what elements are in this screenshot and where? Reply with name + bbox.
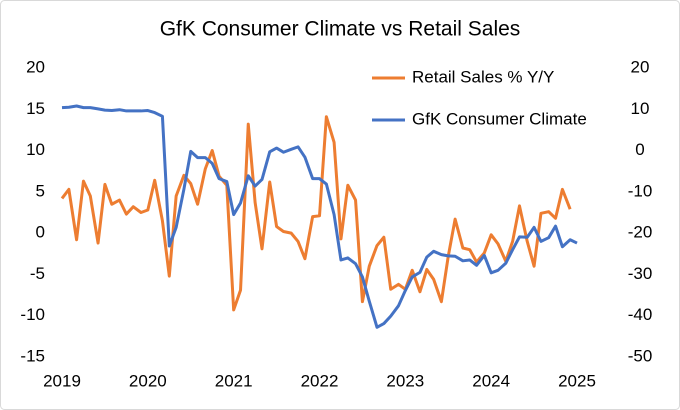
x-tick-label: 2019 [43, 371, 81, 390]
x-tick-label: 2020 [129, 371, 167, 390]
y2-tick-label: -40 [628, 305, 653, 324]
x-tick-label: 2025 [558, 371, 596, 390]
y-tick-label: 20 [26, 57, 45, 76]
y-tick-label: -5 [30, 264, 45, 283]
y2-tick-label: 20 [631, 57, 650, 76]
x-tick-label: 2021 [215, 371, 253, 390]
y-tick-label: -10 [20, 305, 45, 324]
y2-tick-label: 0 [635, 140, 644, 159]
x-tick-label: 2022 [301, 371, 339, 390]
y-tick-label: 10 [26, 140, 45, 159]
y-tick-label: 0 [36, 223, 45, 242]
y-tick-label: -15 [20, 346, 45, 365]
y2-tick-label: -30 [628, 264, 653, 283]
chart-title: GfK Consumer Climate vs Retail Sales [160, 18, 521, 41]
y-tick-label: 15 [26, 99, 45, 118]
x-tick-label: 2024 [472, 371, 510, 390]
series-line [61, 104, 578, 329]
y-tick-label: 5 [36, 181, 45, 200]
series-line [60, 115, 572, 312]
y2-tick-label: -50 [628, 346, 653, 365]
y2-tick-label: -10 [628, 181, 653, 200]
x-tick-label: 2023 [386, 371, 424, 390]
legend-label: GfK Consumer Climate [412, 109, 587, 128]
y2-tick-label: 10 [631, 99, 650, 118]
y2-tick-label: -20 [628, 223, 653, 242]
legend-label: Retail Sales % Y/Y [412, 67, 554, 86]
